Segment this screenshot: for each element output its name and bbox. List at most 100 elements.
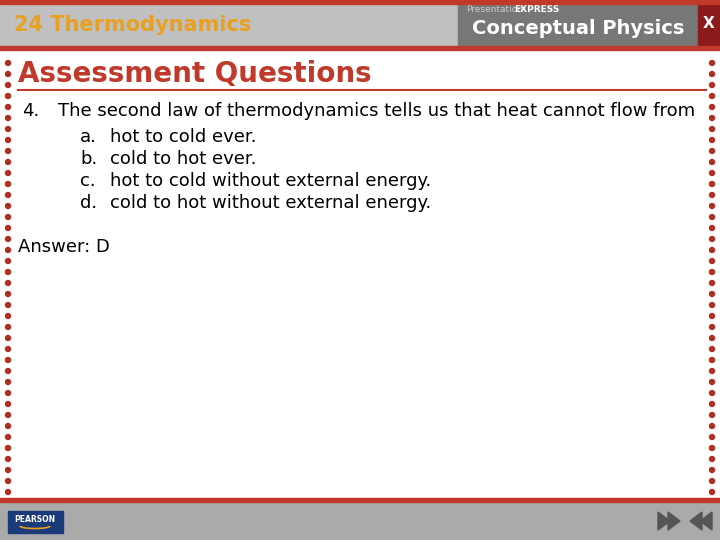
Polygon shape [668,512,680,530]
Circle shape [709,226,714,231]
Circle shape [709,138,714,143]
Circle shape [709,380,714,384]
Bar [0,502,720,540]
Text: a.: a. [80,128,97,146]
Circle shape [6,292,11,296]
Text: 24 Thermodynamics: 24 Thermodynamics [14,15,251,35]
Bar [458,0,698,46]
Circle shape [709,192,714,198]
Circle shape [6,390,11,395]
Circle shape [6,192,11,198]
Circle shape [6,347,11,352]
Circle shape [709,302,714,307]
Circle shape [709,83,714,87]
Circle shape [6,468,11,472]
Circle shape [709,105,714,110]
Circle shape [6,302,11,307]
Circle shape [709,280,714,286]
Circle shape [6,226,11,231]
Circle shape [6,435,11,440]
Circle shape [6,456,11,462]
Circle shape [6,325,11,329]
Text: c.: c. [80,172,96,190]
Circle shape [6,357,11,362]
Text: The second law of thermodynamics tells us that heat cannot flow from: The second law of thermodynamics tells u… [58,102,695,120]
Text: Presentation: Presentation [466,5,523,15]
Circle shape [6,93,11,98]
Circle shape [6,60,11,65]
Circle shape [709,237,714,241]
Circle shape [709,60,714,65]
Circle shape [6,280,11,286]
Circle shape [6,71,11,77]
Text: 4.: 4. [22,102,40,120]
Text: b.: b. [80,150,97,168]
Bar [698,0,720,46]
Circle shape [709,259,714,264]
Circle shape [6,423,11,429]
Bar [0,0,720,4]
Bar [0,498,720,502]
Circle shape [709,325,714,329]
Circle shape [709,314,714,319]
Circle shape [709,204,714,208]
Circle shape [6,368,11,374]
Circle shape [6,181,11,186]
Circle shape [709,390,714,395]
Circle shape [709,159,714,165]
Circle shape [6,237,11,241]
Circle shape [709,214,714,219]
Circle shape [6,247,11,253]
Circle shape [6,335,11,341]
Circle shape [709,413,714,417]
Circle shape [6,148,11,153]
Circle shape [709,357,714,362]
Circle shape [6,204,11,208]
Bar [0,46,720,50]
Circle shape [709,247,714,253]
Circle shape [6,214,11,219]
Text: cold to hot without external energy.: cold to hot without external energy. [110,194,431,212]
Circle shape [709,368,714,374]
Circle shape [6,314,11,319]
Circle shape [709,456,714,462]
Circle shape [6,478,11,483]
Bar [0,50,720,498]
Text: EXPRESS: EXPRESS [514,5,559,15]
Circle shape [6,138,11,143]
Text: PEARSON: PEARSON [14,516,55,524]
Polygon shape [690,512,702,530]
Circle shape [6,489,11,495]
Circle shape [709,116,714,120]
Circle shape [709,446,714,450]
Text: hot to cold ever.: hot to cold ever. [110,128,256,146]
Circle shape [6,402,11,407]
Circle shape [709,148,714,153]
Bar [8,511,63,533]
Circle shape [6,83,11,87]
Circle shape [6,269,11,274]
Circle shape [709,93,714,98]
Circle shape [709,335,714,341]
Circle shape [709,435,714,440]
Circle shape [6,380,11,384]
Circle shape [709,468,714,472]
Text: X: X [703,16,715,30]
Circle shape [6,126,11,132]
Circle shape [709,402,714,407]
Circle shape [709,489,714,495]
Circle shape [6,413,11,417]
Polygon shape [658,512,670,530]
Circle shape [6,171,11,176]
Text: cold to hot ever.: cold to hot ever. [110,150,256,168]
Circle shape [6,105,11,110]
Text: Assessment Questions: Assessment Questions [18,60,372,88]
Circle shape [6,446,11,450]
Circle shape [6,116,11,120]
Circle shape [709,347,714,352]
Circle shape [709,478,714,483]
Circle shape [709,171,714,176]
Text: d.: d. [80,194,97,212]
Circle shape [709,181,714,186]
Text: Conceptual Physics: Conceptual Physics [472,19,684,38]
